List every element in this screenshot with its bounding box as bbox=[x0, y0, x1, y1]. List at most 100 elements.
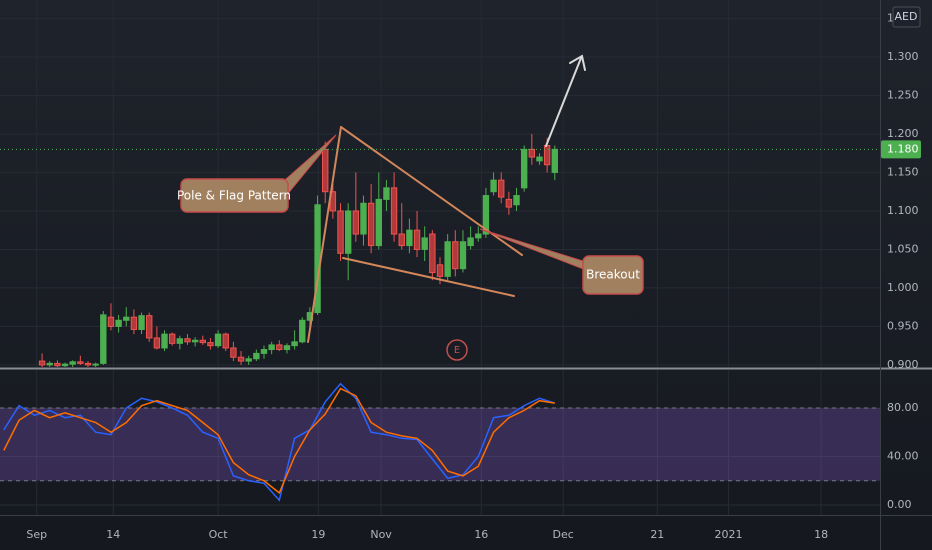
candle-body bbox=[46, 362, 53, 366]
candle-body bbox=[444, 241, 451, 277]
x-tick-label: 21 bbox=[650, 528, 664, 541]
candle-body bbox=[61, 363, 69, 367]
indicator-pane bbox=[0, 382, 880, 502]
price-pane bbox=[38, 133, 558, 367]
candle-body bbox=[459, 241, 467, 270]
candle-body bbox=[276, 344, 283, 351]
candle-body bbox=[168, 333, 176, 344]
y-tick-label: 0.950 bbox=[887, 319, 919, 332]
candle-body bbox=[176, 338, 184, 344]
candle-body bbox=[77, 361, 84, 364]
candle-body bbox=[536, 156, 543, 162]
y-tick-label: 1.200 bbox=[887, 127, 919, 140]
candle-body bbox=[413, 229, 421, 250]
x-tick-label: 2021 bbox=[714, 528, 742, 541]
flag-lower-line bbox=[342, 257, 515, 297]
candle-body bbox=[398, 233, 405, 247]
candle-body bbox=[123, 316, 130, 321]
candle-body bbox=[115, 319, 122, 327]
candle-body bbox=[268, 344, 275, 351]
candle-body bbox=[253, 352, 260, 360]
candle-body bbox=[467, 237, 474, 247]
breakout-box bbox=[582, 255, 644, 295]
earnings-label: E bbox=[454, 345, 460, 356]
indicator-line bbox=[3, 382, 556, 502]
candle-body bbox=[436, 264, 444, 277]
candle-body bbox=[383, 187, 390, 200]
candle-body bbox=[107, 316, 115, 327]
pole-line bbox=[307, 126, 342, 343]
y-tick-label: 1.250 bbox=[887, 88, 919, 101]
currency-box bbox=[892, 6, 921, 28]
candle-body bbox=[299, 319, 306, 343]
candle-body bbox=[207, 342, 214, 347]
candle-body bbox=[322, 148, 329, 193]
y-tick-label: 40.00 bbox=[887, 450, 919, 463]
candle-body bbox=[352, 210, 360, 235]
candle-body bbox=[191, 339, 199, 343]
candle-body bbox=[92, 363, 99, 366]
candle-body bbox=[237, 356, 245, 362]
candle-body bbox=[38, 360, 46, 366]
x-tick-label: 14 bbox=[106, 528, 120, 541]
candle-body bbox=[344, 210, 352, 254]
y-tick-label: 80.00 bbox=[887, 401, 919, 414]
pole-flag-label: Pole & Flag Pattern bbox=[177, 189, 291, 203]
candle-body bbox=[498, 179, 505, 198]
candle-body bbox=[528, 148, 536, 158]
candle-body bbox=[543, 145, 551, 166]
last-price-label: 1.180 bbox=[887, 142, 919, 155]
candle-body bbox=[367, 202, 375, 247]
candle-body bbox=[390, 187, 398, 235]
candle-body bbox=[138, 315, 145, 331]
y-tick-label: 1.300 bbox=[887, 50, 919, 63]
candle-body bbox=[222, 333, 229, 349]
x-tick-label: 16 bbox=[474, 528, 488, 541]
y-tick-label: 1.050 bbox=[887, 242, 919, 255]
candle-body bbox=[482, 195, 490, 235]
y-tick-label: 1.000 bbox=[887, 281, 919, 294]
y-tick-label: 1.100 bbox=[887, 204, 919, 217]
candle-body bbox=[520, 148, 528, 189]
candle-body bbox=[199, 339, 206, 344]
candle-body bbox=[421, 237, 428, 250]
price-grid bbox=[0, 0, 880, 367]
arrow-head bbox=[569, 54, 586, 71]
candle-body bbox=[69, 361, 76, 365]
candle-body bbox=[283, 345, 291, 351]
currency-label: AED bbox=[895, 10, 918, 23]
candle-body bbox=[84, 362, 92, 366]
indicator-line bbox=[3, 387, 555, 495]
candle-body bbox=[260, 349, 268, 354]
earnings-marker bbox=[446, 339, 468, 361]
x-tick-label: Sep bbox=[26, 528, 47, 541]
candle-body bbox=[375, 198, 382, 247]
candle-body bbox=[490, 179, 497, 193]
candle-body bbox=[230, 347, 237, 358]
price-overlay: 1.180 bbox=[0, 140, 921, 159]
x-tick-label: 18 bbox=[814, 528, 828, 541]
drawings bbox=[180, 54, 644, 361]
candle-body bbox=[100, 314, 107, 364]
candle-body bbox=[54, 362, 61, 367]
candle-body bbox=[360, 202, 367, 235]
pole-flag-box bbox=[180, 178, 289, 213]
arrow-line bbox=[545, 57, 582, 147]
candle-body bbox=[146, 315, 153, 339]
candle-body bbox=[153, 337, 161, 349]
y-tick-label: 0.00 bbox=[887, 498, 912, 511]
breakout-label: Breakout bbox=[586, 268, 640, 282]
y-tick-label: 1.150 bbox=[887, 165, 919, 178]
candle-body bbox=[475, 233, 482, 239]
x-tick-label: Oct bbox=[209, 528, 229, 541]
candle-body bbox=[551, 148, 558, 173]
candle-body bbox=[406, 229, 413, 247]
candle-body bbox=[161, 333, 168, 349]
x-tick-label: Dec bbox=[553, 528, 574, 541]
candle-body bbox=[452, 241, 459, 270]
x-tick-label: Nov bbox=[370, 528, 392, 541]
candle-body bbox=[429, 233, 436, 274]
candle-body bbox=[505, 198, 513, 208]
